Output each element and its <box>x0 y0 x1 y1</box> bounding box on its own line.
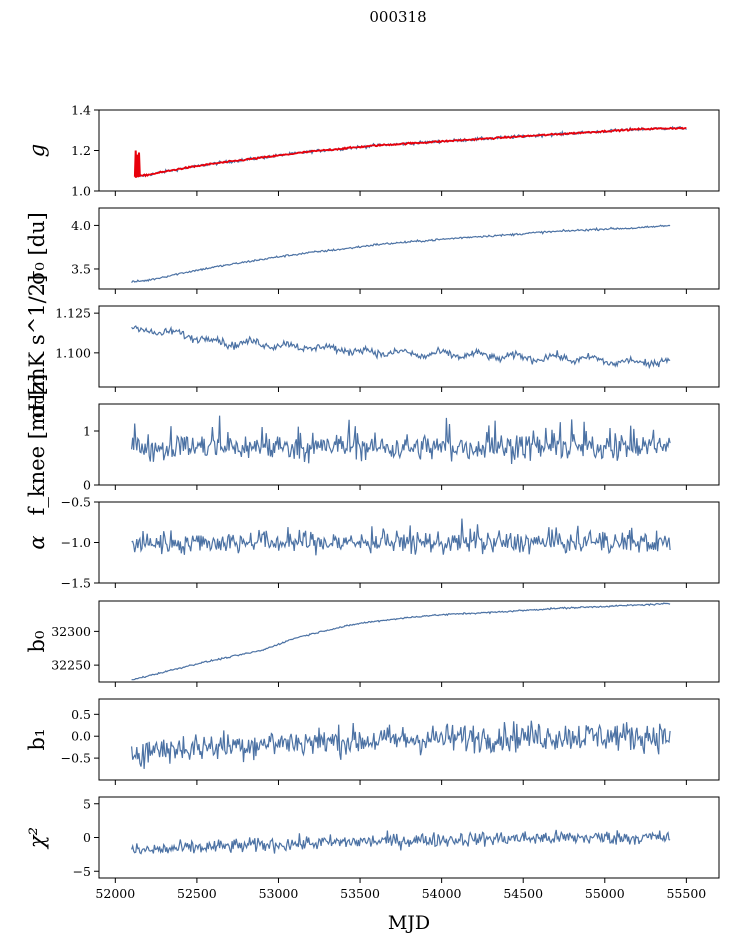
y-tick-label-alpha: −1.5 <box>61 576 91 591</box>
y-tick-label-alpha: −0.5 <box>61 495 91 510</box>
series-line-b0 <box>131 602 671 681</box>
y-tick-label-chi2: 5 <box>83 796 91 811</box>
series-line-sigma0_mK <box>131 325 671 370</box>
y-axis-label-fknee: f_knee [mHz] <box>25 374 49 516</box>
chart-title: 000318 <box>369 8 426 26</box>
y-axis-label-alpha: α <box>25 535 49 549</box>
y-tick-label-sigma0_mK: 1.125 <box>55 306 91 321</box>
y-tick-label-b1: −0.5 <box>61 751 91 766</box>
y-tick-label-b0: 32250 <box>51 658 91 673</box>
series-line-fknee <box>131 415 671 465</box>
panel-fknee: 0 1 f_knee [mHz] <box>25 374 720 516</box>
x-axis-label: MJD <box>388 912 430 934</box>
x-tick-label: 52500 <box>177 886 217 901</box>
axes-frame-g <box>98 109 720 192</box>
x-tick-label: 53000 <box>259 886 299 901</box>
x-tick-label: 55500 <box>666 886 706 901</box>
y-tick-label-b0: 32300 <box>51 624 91 639</box>
series-line-chi2 <box>131 829 671 855</box>
y-tick-label-b1: 0.5 <box>71 707 91 722</box>
x-tick-label: 55000 <box>585 886 625 901</box>
x-tick-label: 52000 <box>95 886 135 901</box>
y-axis-label-b1: b₁ <box>25 729 49 751</box>
y-tick-label-sigma0_mK: 1.100 <box>55 345 91 360</box>
y-axis-label-sigma0_mK: σ₀[mK s^1/2] <box>25 275 49 419</box>
y-axis-label-b0: b₀ <box>25 631 49 653</box>
y-tick-label-fknee: 0 <box>83 478 91 493</box>
y-axis-label-chi2: χ² <box>25 827 49 850</box>
series-line-g <box>134 125 687 178</box>
axes-frame-fknee <box>98 403 720 486</box>
y-tick-label-g: 1.0 <box>71 184 91 199</box>
y-tick-label-chi2: 0 <box>83 830 91 845</box>
axes-frame-b0 <box>98 600 720 683</box>
x-tick-label: 54500 <box>503 886 543 901</box>
y-tick-label-alpha: −1.0 <box>61 535 91 550</box>
y-tick-label-g: 1.4 <box>71 103 91 118</box>
y-tick-label-sigma0_du: 4.0 <box>71 218 91 233</box>
y-axis-label-g: g <box>25 144 49 157</box>
series-line-alpha <box>131 518 671 556</box>
axes-frame-sigma0_du <box>98 207 720 290</box>
panel-chi2: −5 0 5 52000 52500 53000 53500 54000 54500 55000 5… <box>25 796 720 901</box>
series-line-fit <box>134 126 687 178</box>
axes-frame-b1 <box>98 698 720 781</box>
panel-sigma0_du: 3.5 4.0 σ₀ [du] <box>25 207 720 294</box>
y-tick-label-b1: 0.0 <box>71 729 91 744</box>
panel-sigma0_mK: 1.100 1.125 σ₀[mK s^1/2] <box>25 275 720 419</box>
y-tick-label-chi2: −5 <box>73 864 91 879</box>
series-line-sigma0_du <box>131 224 671 284</box>
panel-b1: −0.5 0.0 0.5 b₁ <box>25 698 720 785</box>
series-line-b1 <box>131 720 671 769</box>
x-tick-label: 53500 <box>340 886 380 901</box>
panel-g: 1.0 1.2 1.4 g <box>25 103 720 199</box>
y-tick-label-fknee: 1 <box>83 424 91 439</box>
x-tick-label: 54000 <box>422 886 462 901</box>
y-tick-label-sigma0_du: 3.5 <box>71 261 91 276</box>
axes-frame-sigma0_mK <box>98 305 720 388</box>
series-spike-fit <box>133 150 141 177</box>
y-axis-label-sigma0_du: σ₀ [du] <box>25 212 49 285</box>
panel-alpha: −1.5 −1.0 −0.5 α <box>25 495 720 591</box>
panels: 1.0 1.2 1.4 g 3.5 4.0 σ₀ [du] 1.100 1.125 σ₀[mK s… <box>25 103 720 901</box>
y-tick-label-g: 1.2 <box>71 143 91 158</box>
